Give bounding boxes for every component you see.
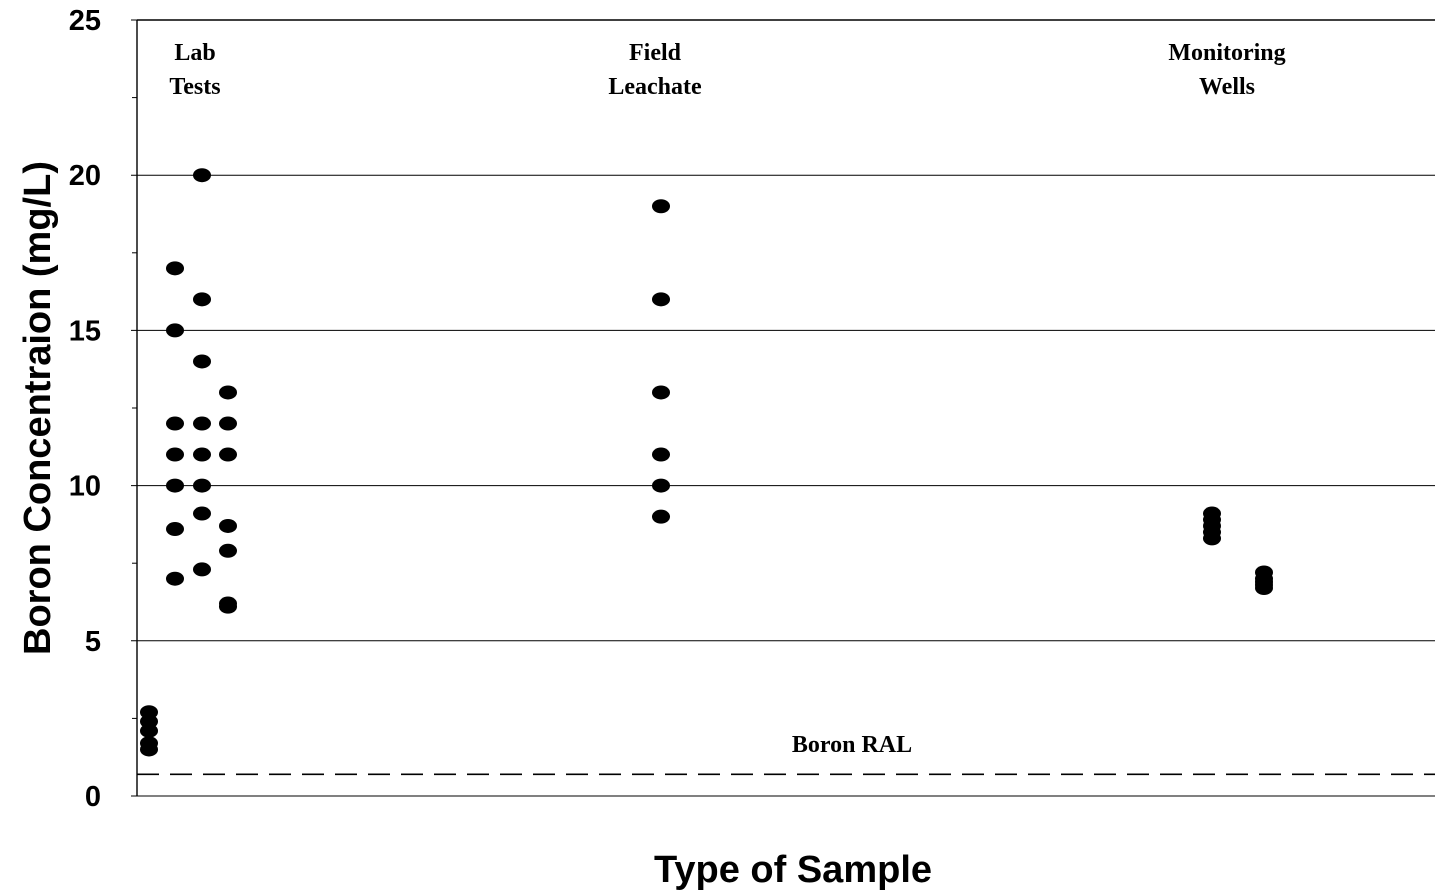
data-point bbox=[652, 199, 670, 214]
group-label-line: Wells bbox=[1199, 74, 1255, 100]
data-point bbox=[140, 723, 158, 738]
group-label-line: Field bbox=[629, 40, 682, 66]
data-point bbox=[166, 323, 184, 338]
data-point bbox=[193, 506, 211, 521]
data-point bbox=[193, 168, 211, 183]
data-point bbox=[166, 416, 184, 431]
data-point bbox=[652, 478, 670, 493]
data-point bbox=[1255, 581, 1273, 596]
grid-lines bbox=[131, 19, 1435, 797]
data-point bbox=[219, 599, 237, 614]
data-point bbox=[193, 416, 211, 431]
y-axis-title: Boron Concentraion (mg/L) bbox=[17, 161, 59, 655]
data-point bbox=[219, 543, 237, 558]
data-point bbox=[219, 518, 237, 533]
y-tick-label: 25 bbox=[69, 5, 101, 37]
y-tick-label: 5 bbox=[85, 626, 101, 658]
data-point bbox=[166, 261, 184, 276]
data-point bbox=[166, 522, 184, 537]
group-label-line: Tests bbox=[169, 74, 220, 100]
data-point bbox=[193, 354, 211, 369]
y-tick-label: 20 bbox=[69, 160, 101, 192]
data-point bbox=[1203, 531, 1221, 546]
group-label-line: Leachate bbox=[608, 74, 702, 100]
data-point bbox=[166, 447, 184, 462]
data-point bbox=[652, 385, 670, 400]
data-point bbox=[166, 478, 184, 493]
y-tick-label: 0 bbox=[85, 781, 101, 813]
group-label-line: Monitoring bbox=[1168, 40, 1285, 66]
x-axis-title: Type of Sample bbox=[654, 849, 932, 891]
data-point bbox=[652, 509, 670, 524]
data-point bbox=[219, 385, 237, 400]
data-point bbox=[193, 478, 211, 493]
data-point bbox=[652, 447, 670, 462]
y-tick-label: 15 bbox=[69, 315, 101, 347]
group-labels: Lab Tests Field Leachate Monitoring Wells bbox=[169, 40, 1285, 100]
data-point bbox=[193, 447, 211, 462]
data-point bbox=[193, 292, 211, 307]
data-points bbox=[140, 168, 1273, 757]
data-point bbox=[140, 742, 158, 757]
data-point bbox=[219, 416, 237, 431]
data-point bbox=[652, 292, 670, 307]
y-tick-label: 10 bbox=[69, 471, 101, 503]
boron-ral-label: Boron RAL bbox=[792, 732, 912, 758]
data-point bbox=[193, 562, 211, 577]
y-tick-labels: 0 5 10 15 20 25 bbox=[69, 5, 101, 813]
data-point bbox=[219, 447, 237, 462]
data-point bbox=[166, 571, 184, 586]
group-label-line: Lab bbox=[174, 40, 215, 66]
